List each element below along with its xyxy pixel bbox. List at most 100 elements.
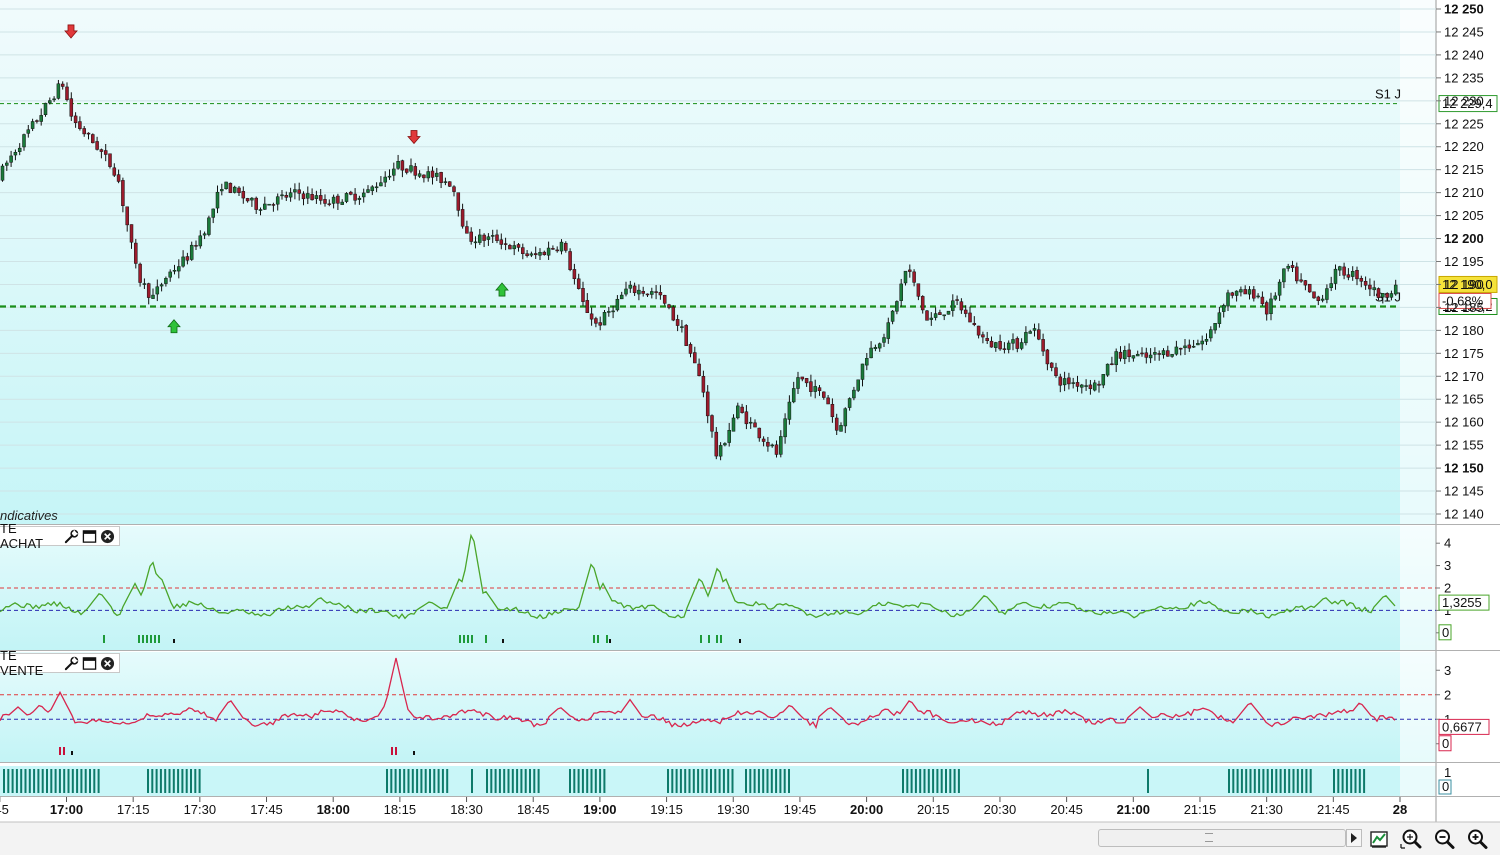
y-tick-label: 12 170 <box>1444 369 1484 384</box>
y-tick-label: 12 150 <box>1444 461 1484 476</box>
candle-body <box>615 298 620 311</box>
candle <box>469 227 473 245</box>
candle-body <box>684 325 688 346</box>
candle-body <box>800 376 805 380</box>
close-icon[interactable] <box>100 655 115 671</box>
candle-body <box>172 269 177 272</box>
y-tick-label: 12 190 <box>1444 277 1484 292</box>
candle-body <box>250 197 254 201</box>
candle <box>13 149 18 161</box>
candle <box>56 79 61 100</box>
candle-body <box>688 344 693 354</box>
candle <box>1123 345 1127 365</box>
candle-body <box>697 363 701 376</box>
signal-bar <box>775 769 778 793</box>
zoom-out-icon[interactable] <box>1431 826 1457 852</box>
signal-bar <box>1253 769 1256 793</box>
candle <box>426 166 430 182</box>
candle <box>1097 380 1101 393</box>
signal-bar <box>745 769 747 793</box>
candle <box>17 143 22 156</box>
candle-body <box>1157 353 1161 355</box>
candle-body <box>1286 265 1290 269</box>
candle-body <box>1243 289 1247 295</box>
signal-bar <box>936 769 939 793</box>
wrench-icon[interactable] <box>64 655 79 671</box>
candle <box>933 307 938 321</box>
candle-body <box>890 310 895 322</box>
y-tick-label: 12 205 <box>1444 208 1484 223</box>
fit-icon[interactable] <box>1366 826 1392 852</box>
candle <box>1148 348 1153 364</box>
candle <box>1178 347 1183 356</box>
candle <box>1002 342 1007 354</box>
candle <box>1191 339 1196 348</box>
signal-bar <box>524 769 527 793</box>
signal-bar <box>394 769 397 793</box>
candle <box>1264 300 1269 321</box>
candle-body <box>121 180 125 206</box>
signal-marker <box>395 747 397 755</box>
zero-value-label: 0 <box>1442 736 1449 751</box>
scrollbar-grip[interactable] <box>1205 833 1213 842</box>
candle <box>753 419 757 428</box>
horizontal-scrollbar[interactable] <box>1098 829 1346 847</box>
candle-body <box>1174 346 1179 355</box>
candle-body <box>1260 296 1265 305</box>
signal-bar <box>177 769 180 793</box>
candle-body <box>409 165 413 172</box>
signal-marker <box>63 747 65 755</box>
candle-body <box>1084 385 1088 387</box>
window-icon[interactable] <box>82 655 97 671</box>
candle-body <box>426 171 430 179</box>
candle-body <box>693 352 697 364</box>
candle <box>624 281 628 297</box>
signal-bar <box>581 769 584 793</box>
close-icon[interactable] <box>100 528 115 544</box>
candle <box>43 102 48 117</box>
candle <box>357 195 362 205</box>
signal-bar <box>97 769 100 793</box>
candle <box>899 278 903 307</box>
candle <box>632 282 637 296</box>
candle-body <box>142 283 147 285</box>
candle-body <box>271 204 276 206</box>
window-icon[interactable] <box>82 528 97 544</box>
candle-body <box>1252 289 1256 299</box>
candle <box>1252 286 1256 302</box>
wrench-icon[interactable] <box>64 528 79 544</box>
y-tick-label: 12 165 <box>1444 392 1484 407</box>
signal-marker-black <box>173 639 175 643</box>
candle-body <box>30 121 35 129</box>
candle-body <box>185 256 190 261</box>
signal-marker <box>467 635 469 643</box>
candle <box>654 285 658 300</box>
candle-body <box>1002 348 1007 350</box>
x-tick-label: 18:00 <box>317 802 350 817</box>
signal-marker <box>597 635 599 643</box>
zero-value-label: 0 <box>1442 625 1449 640</box>
zoom-in-icon[interactable] <box>1464 826 1490 852</box>
candle-body <box>899 283 903 301</box>
candle <box>1368 278 1372 297</box>
candle-body <box>310 194 314 201</box>
signal-bar <box>71 769 74 793</box>
candle-body <box>86 132 91 135</box>
signal-marker <box>103 635 105 643</box>
candle-body <box>1368 284 1372 290</box>
candle-body <box>1333 268 1338 284</box>
candle <box>619 291 624 300</box>
candle-body <box>280 194 284 197</box>
candle-body <box>43 102 48 115</box>
candle-body <box>1350 271 1355 277</box>
candle-body <box>1320 298 1325 301</box>
candle <box>250 197 254 207</box>
signal-bar <box>757 769 760 793</box>
candle-body <box>1071 382 1075 384</box>
scroll-right-icon[interactable] <box>1346 829 1362 847</box>
signal-bar <box>168 769 171 793</box>
zoom-fit-icon[interactable] <box>1398 826 1424 852</box>
candle <box>349 190 353 196</box>
zero-value-box <box>1438 779 1452 795</box>
candle <box>1101 374 1106 389</box>
